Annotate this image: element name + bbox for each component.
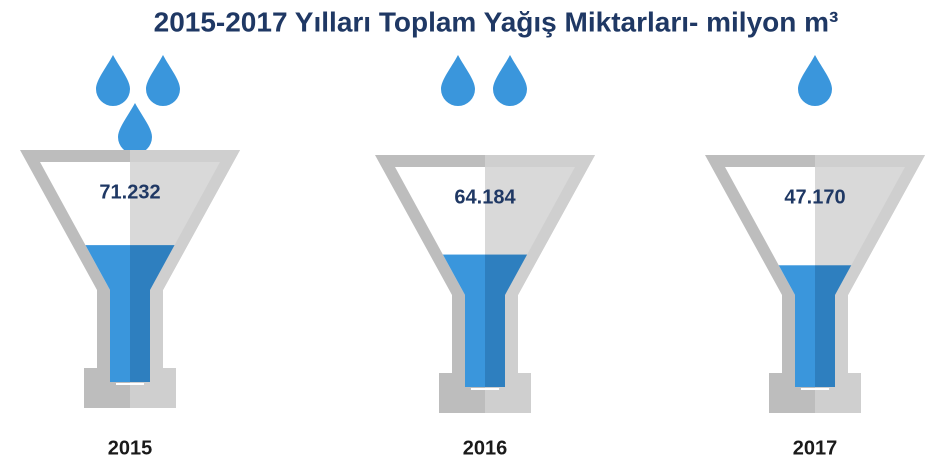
x-tick-label: 2017 — [793, 437, 838, 459]
water-shade — [130, 245, 220, 382]
water-shade — [485, 254, 575, 387]
value-label: 71.232 — [99, 181, 160, 203]
drop — [493, 55, 527, 106]
water — [725, 265, 815, 387]
drop — [118, 103, 152, 154]
drop — [146, 55, 180, 106]
x-tick-label: 2016 — [463, 437, 508, 459]
x-tick-label: 2015 — [108, 437, 153, 459]
water — [395, 254, 485, 387]
chart-title: 2015-2017 Yılları Toplam Yağış Miktarlar… — [154, 6, 839, 37]
water-shade — [815, 265, 905, 387]
drop — [798, 55, 832, 106]
water — [40, 245, 130, 382]
value-label: 64.184 — [454, 186, 516, 208]
drops — [96, 55, 832, 154]
value-label: 47.170 — [784, 186, 845, 208]
drop — [441, 55, 475, 106]
drop — [96, 55, 130, 106]
